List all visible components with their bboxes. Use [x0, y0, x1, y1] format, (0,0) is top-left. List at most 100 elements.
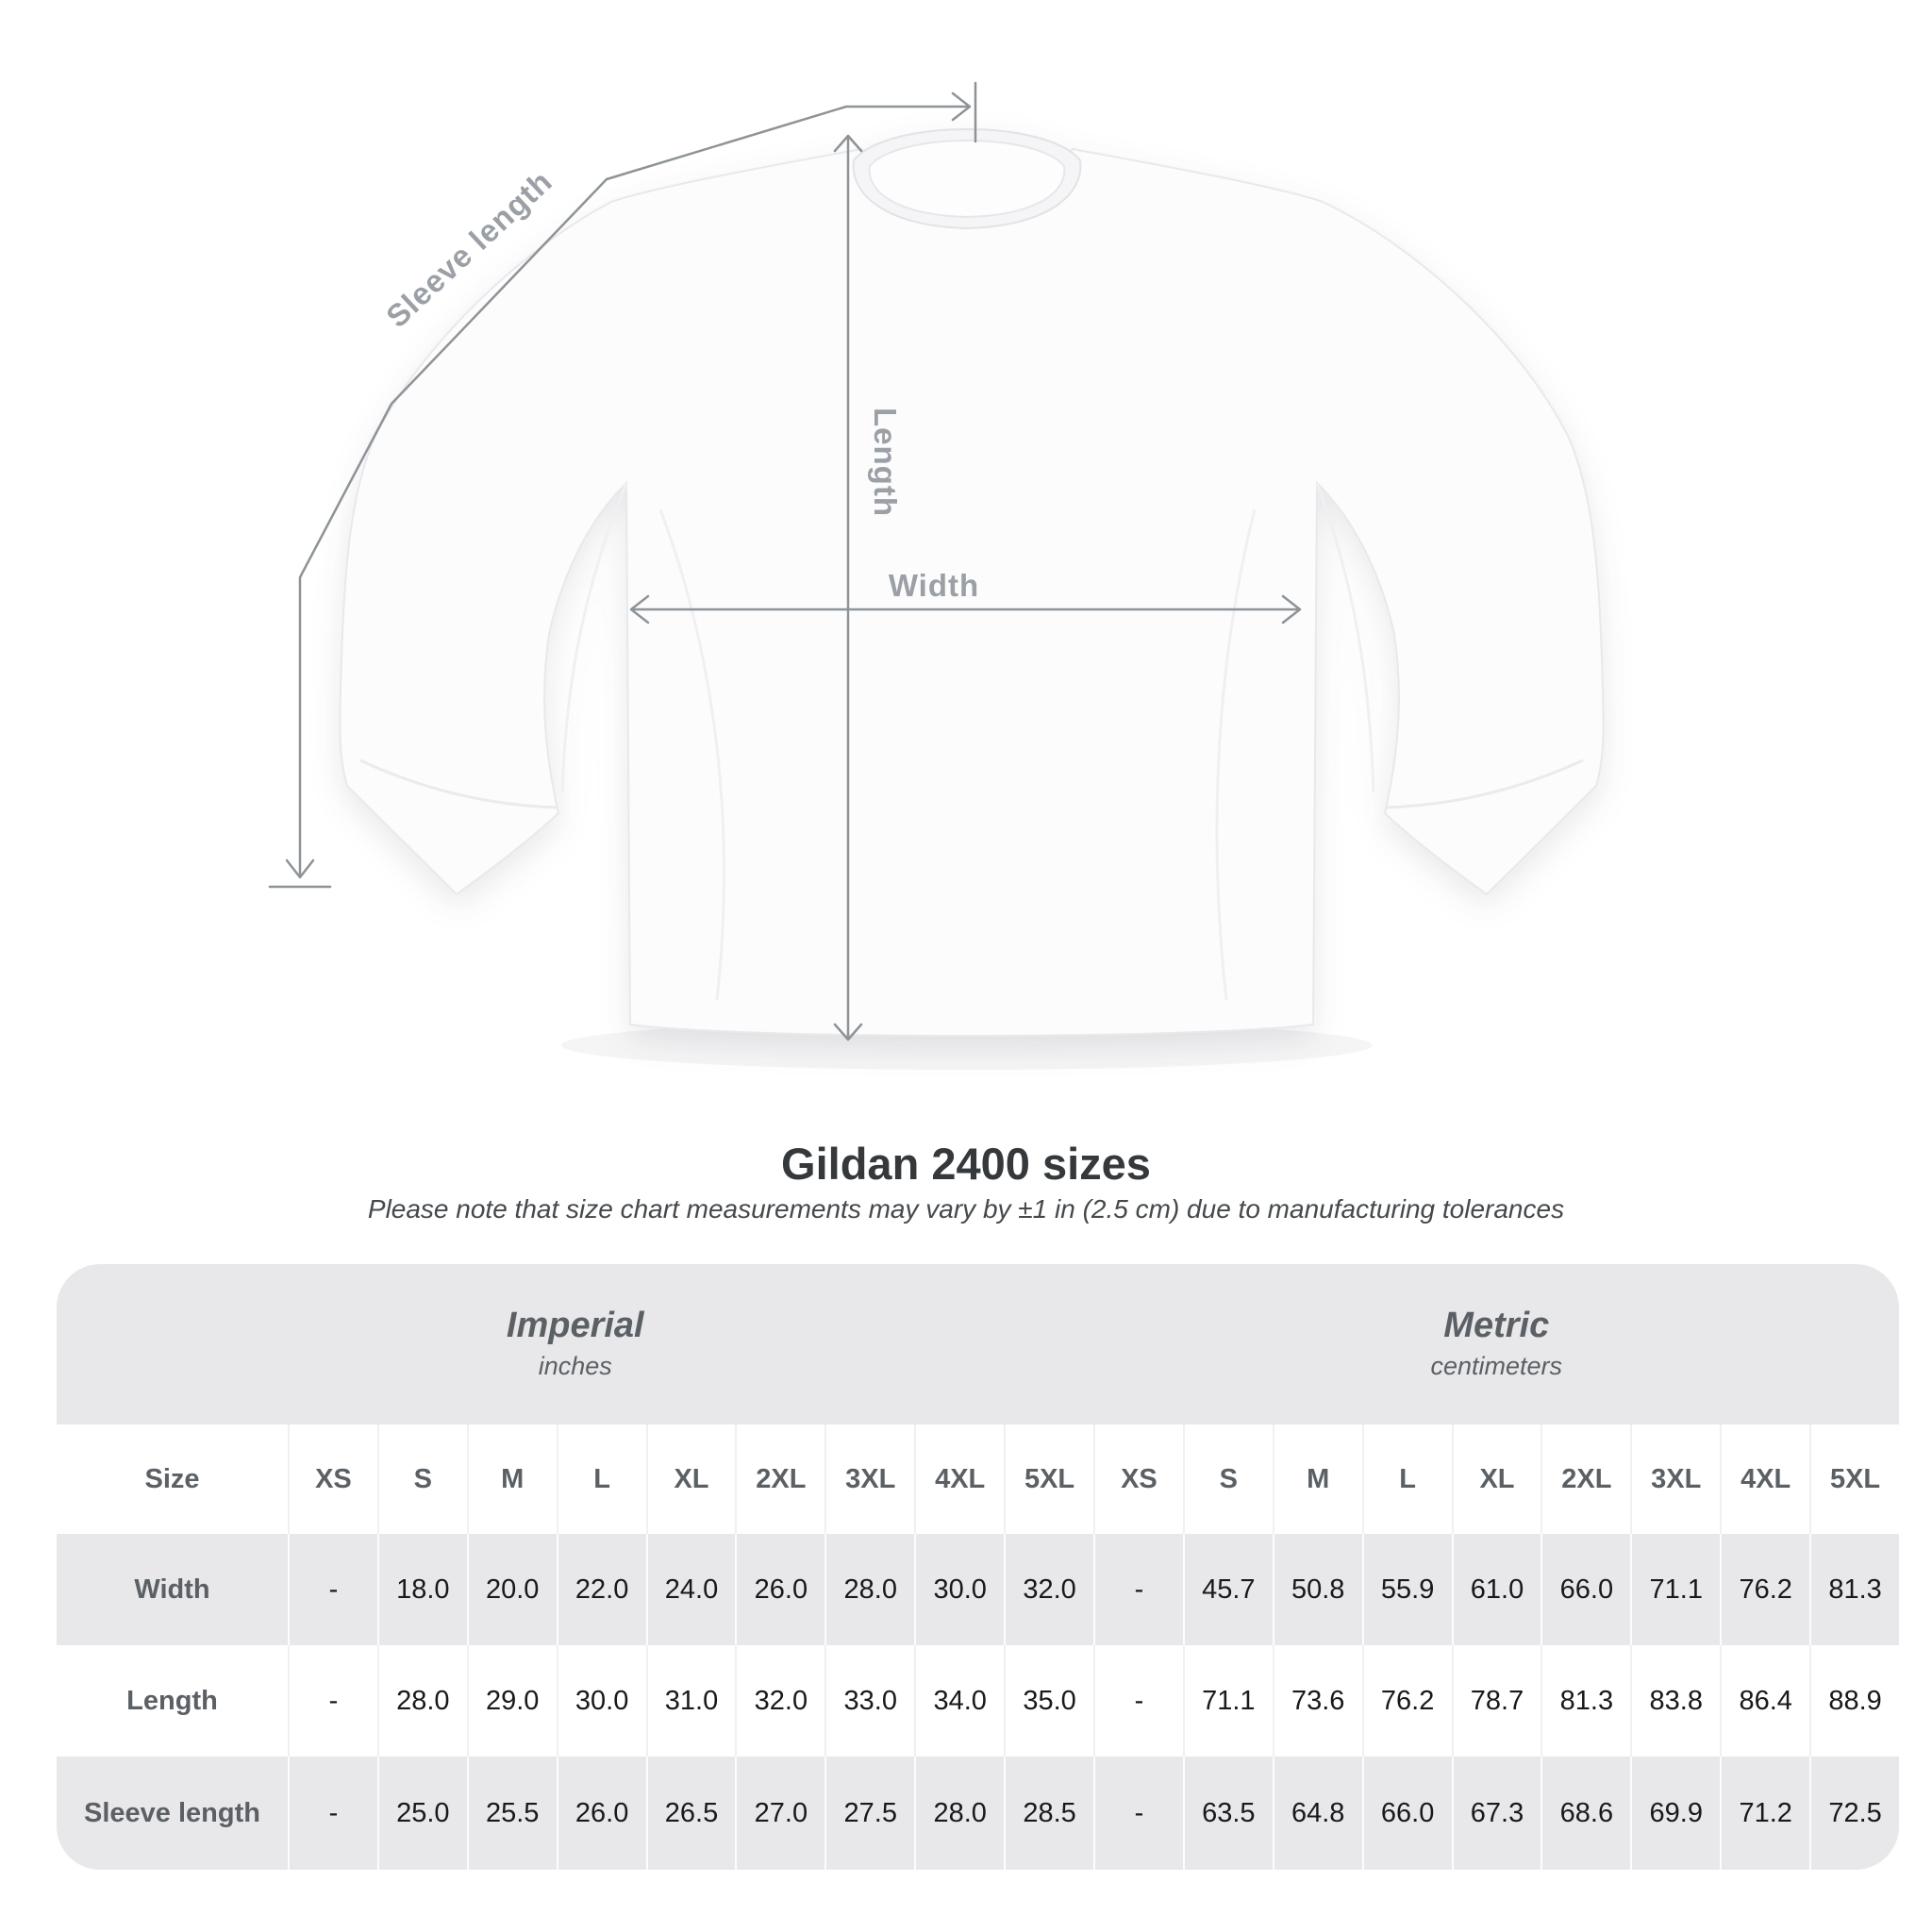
table-cell: 61.0: [1451, 1534, 1541, 1645]
table-cell: -: [1092, 1534, 1183, 1645]
size-header-metric-3xl: 3XL: [1630, 1424, 1720, 1534]
table-cell: 29.0: [466, 1645, 557, 1757]
metric-label: Metric: [1443, 1306, 1550, 1345]
size-header-metric-xs: XS: [1092, 1424, 1183, 1534]
table-cell: 28.0: [376, 1645, 467, 1757]
size-header-metric-s: S: [1182, 1424, 1273, 1534]
length-label: Length: [868, 408, 903, 517]
table-cell: 35.0: [1004, 1645, 1093, 1757]
table-cell: 66.0: [1541, 1534, 1630, 1645]
size-header-imperial-xl: XL: [645, 1424, 736, 1534]
table-cell: 20.0: [466, 1534, 557, 1645]
table-cell: 69.9: [1630, 1757, 1720, 1870]
width-arrow: [629, 594, 1302, 625]
table-row-sleeve-length: Sleeve length -25.0 25.5 26.0 26.5 27.0 27.5 28…: [57, 1757, 1899, 1870]
table-cell: 32.0: [1004, 1534, 1093, 1645]
table-cell: -: [288, 1645, 377, 1757]
table-row-width: Width -18.0 20.0 22.0 24.0 26.0 28.0 30.0 32.0-4…: [57, 1534, 1899, 1645]
table-cell: 63.5: [1182, 1757, 1273, 1870]
page-subtitle: Please note that size chart measurements…: [367, 1194, 1565, 1224]
size-header-metric-l: L: [1361, 1424, 1452, 1534]
table-cell: 73.6: [1272, 1645, 1362, 1757]
row-label: Sleeve length: [84, 1797, 260, 1828]
size-header-imperial-xs: XS: [288, 1424, 377, 1534]
table-cell: 28.0: [824, 1534, 914, 1645]
sleeve-length-arrow: [268, 81, 977, 889]
size-header-imperial-5xl: 5XL: [1004, 1424, 1093, 1534]
table-cell: 34.0: [914, 1645, 1004, 1757]
table-cell: -: [288, 1757, 377, 1870]
collar-band: [868, 140, 1066, 219]
table-cell: 50.8: [1272, 1534, 1362, 1645]
table-cell: 28.5: [1004, 1757, 1093, 1870]
table-cell: 31.0: [645, 1645, 736, 1757]
table-cell: 27.5: [824, 1757, 914, 1870]
table-cell: 67.3: [1451, 1757, 1541, 1870]
table-cell: 76.2: [1720, 1534, 1809, 1645]
table-cell: 30.0: [914, 1534, 1004, 1645]
row-label: Width: [134, 1574, 210, 1605]
size-header-imperial-s: S: [376, 1424, 467, 1534]
width-label: Width: [889, 568, 979, 603]
length-arrow: [833, 134, 863, 1041]
table-row-length: Length -28.0 29.0 30.0 31.0 32.0 33.0 34.0 35.0-…: [57, 1645, 1899, 1757]
table-cell: 32.0: [735, 1645, 824, 1757]
table-cell: 26.5: [645, 1757, 736, 1870]
shirt-body: [339, 147, 1605, 1037]
table-cell: 81.3: [1541, 1645, 1630, 1757]
size-header-metric-2xl: 2XL: [1541, 1424, 1630, 1534]
metric-group-header: Metric centimeters: [1094, 1264, 1899, 1424]
table-cell: 25.0: [376, 1757, 467, 1870]
table-cell: 71.2: [1720, 1757, 1809, 1870]
size-table: Imperial inches Metric centimeters Size X…: [57, 1264, 1899, 1870]
size-header-imperial-l: L: [556, 1424, 646, 1534]
table-cell: -: [1092, 1645, 1183, 1757]
table-cell: 78.7: [1451, 1645, 1541, 1757]
table-cell: 55.9: [1361, 1534, 1452, 1645]
size-column-header: Size: [144, 1463, 200, 1494]
measurement-lines: [268, 81, 1302, 1041]
size-header-metric-5xl: 5XL: [1809, 1424, 1899, 1534]
table-cell: 27.0: [735, 1757, 824, 1870]
table-cell: 22.0: [556, 1534, 646, 1645]
metric-unit-label: centimeters: [1430, 1352, 1563, 1380]
left-cuff-seam: [359, 758, 558, 809]
table-cell: 68.6: [1541, 1757, 1630, 1870]
table-cell: 83.8: [1630, 1645, 1720, 1757]
table-cell: 18.0: [376, 1534, 467, 1645]
table-cell: 64.8: [1272, 1757, 1362, 1870]
row-label: Length: [126, 1685, 218, 1716]
table-cell: 76.2: [1361, 1645, 1452, 1757]
size-header-imperial-m: M: [466, 1424, 557, 1534]
shirt-graphic: [339, 128, 1605, 1037]
table-cell: 66.0: [1361, 1757, 1452, 1870]
size-header-metric-4xl: 4XL: [1720, 1424, 1809, 1534]
table-cell: 81.3: [1809, 1534, 1899, 1645]
size-header-metric-xl: XL: [1451, 1424, 1541, 1534]
imperial-unit-label: inches: [538, 1352, 612, 1380]
table-cell: 28.0: [914, 1757, 1004, 1870]
imperial-group-header: Imperial inches: [57, 1264, 1094, 1424]
table-cell: 26.0: [556, 1757, 646, 1870]
right-cuff-seam: [1386, 758, 1584, 809]
size-header-imperial-4xl: 4XL: [914, 1424, 1004, 1534]
table-cell: 26.0: [735, 1534, 824, 1645]
table-cell: 86.4: [1720, 1645, 1809, 1757]
imperial-label: Imperial: [506, 1306, 644, 1345]
unit-group-band: Imperial inches Metric centimeters: [57, 1264, 1899, 1424]
table-cell: 71.1: [1630, 1534, 1720, 1645]
page-title: Gildan 2400 sizes: [781, 1139, 1151, 1189]
size-header-metric-m: M: [1272, 1424, 1362, 1534]
table-cell: -: [288, 1534, 377, 1645]
table-cell: 45.7: [1182, 1534, 1273, 1645]
shirt-measurement-diagram: Sleeve length Length Width: [268, 81, 1605, 1041]
table-cell: -: [1092, 1757, 1183, 1870]
table-header-row: Size XS S M L XL 2XL 3XL 4XL 5XL XS S M L XL 2XL 3XL 4XL 5…: [57, 1424, 1899, 1534]
table-cell: 24.0: [645, 1534, 736, 1645]
table-cell: 88.9: [1809, 1645, 1899, 1757]
table-cell: 72.5: [1809, 1757, 1899, 1870]
table-cell: 30.0: [556, 1645, 646, 1757]
size-header-imperial-2xl: 2XL: [735, 1424, 824, 1534]
shirt-wrinkles: [560, 482, 1375, 1001]
